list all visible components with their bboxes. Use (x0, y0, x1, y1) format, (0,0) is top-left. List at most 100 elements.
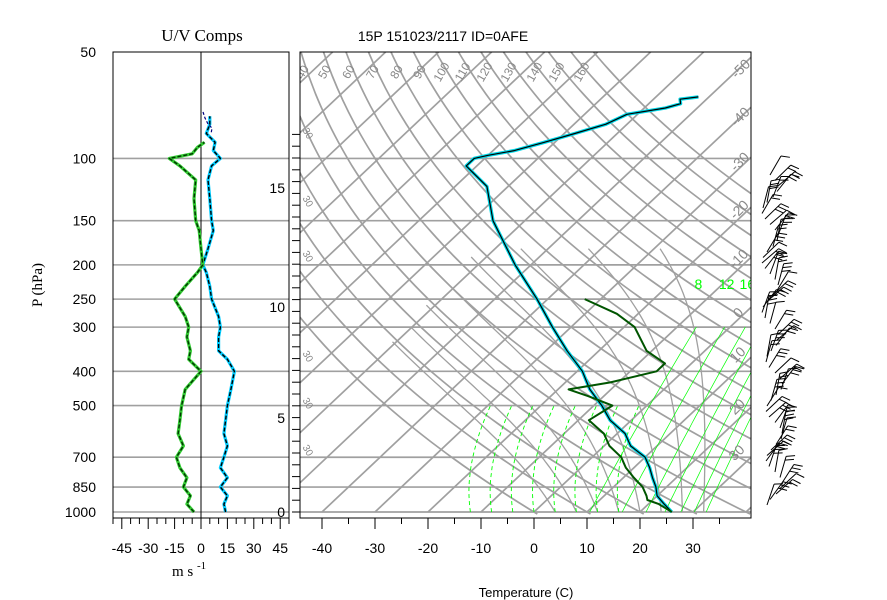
skewt-frame (299, 51, 752, 519)
wind-barb-feather (771, 197, 781, 200)
mixing-ratio-label: 8 (694, 276, 702, 292)
u-component-line (202, 116, 236, 513)
wind-barb (776, 271, 798, 291)
wind-barb-feather (777, 291, 786, 297)
wind-barb-feather (787, 425, 797, 429)
height-tick-label: 5 (277, 410, 285, 426)
wind-barb-feather (792, 479, 801, 485)
isotherm (799, 52, 887, 512)
wind-barb-feather (774, 385, 784, 388)
mixing-ratio-line (664, 345, 751, 513)
wind-barb-staff (766, 232, 779, 253)
dry-adiabat (300, 170, 698, 515)
dry-adiabat-label: 160 (570, 60, 592, 85)
uv-pressure-tick-label: 100 (73, 150, 97, 166)
uv-panel-title: U/V Comps (161, 26, 242, 45)
wind-barb-feather (773, 256, 783, 261)
height-tick-label: 15 (269, 180, 285, 196)
wind-barb-feather (768, 185, 778, 188)
parcel-guide-line (468, 405, 491, 513)
wind-barb-feather (780, 155, 790, 158)
dry-adiabat (300, 315, 538, 515)
wind-barb-feather (777, 227, 787, 230)
uv-x-tick-label: -30 (138, 540, 158, 556)
wind-barb (772, 223, 788, 247)
isotherm (533, 306, 751, 513)
uv-panel: U/V Comps P (hPa) m s -1 501001502002503… (30, 26, 290, 580)
wind-barb (779, 473, 805, 489)
isotherm (300, 52, 493, 234)
wind-barb-staff (774, 309, 787, 330)
dry-adiabat (480, 52, 751, 302)
wind-barb (765, 339, 781, 363)
wind-barb-feather (795, 473, 805, 478)
wind-barb-feather (775, 300, 785, 303)
skewt-x-tick-label: 10 (579, 540, 595, 556)
wind-barb-feather (776, 445, 786, 450)
skewt-x-axis-label: Temperature (C) (479, 585, 574, 600)
dry-adiabat (547, 52, 751, 237)
wind-barb-feather (784, 313, 794, 316)
wind-barb-feather (787, 167, 797, 173)
wind-barb-feather (778, 232, 788, 236)
wind-barb-staff (774, 450, 780, 473)
wind-barb-feather (767, 301, 777, 305)
uv-x-tick-label: 0 (197, 540, 205, 556)
moist-adiabat-label: 30 (300, 349, 315, 365)
uv-pressure-tick-label: 50 (80, 44, 96, 60)
wind-barb-staff (779, 456, 787, 478)
wind-barb-staff (769, 253, 779, 275)
dry-adiabat (592, 52, 751, 195)
wind-barb-feather (778, 442, 788, 447)
wind-barb-feather (783, 440, 792, 446)
wind-barb-staff (775, 425, 789, 445)
wind-barb (781, 463, 803, 484)
saturated-adiabat (410, 326, 577, 513)
wind-barb (766, 232, 788, 253)
wind-barb-feather (775, 381, 785, 384)
wind-barb-feather (786, 309, 796, 313)
dry-adiabat-label: 150 (545, 60, 567, 85)
skewt-x-tick-label: -20 (418, 540, 438, 556)
wind-barb (779, 455, 796, 478)
wind-barb (774, 212, 798, 231)
uv-series (167, 111, 236, 514)
wind-barb-feather (785, 428, 795, 432)
skewt-x-tick-label: -10 (471, 540, 491, 556)
parcel-guide-line (616, 405, 640, 513)
dry-adiabat (300, 114, 751, 515)
wind-barb-staff (774, 257, 780, 280)
moist-adiabat-label: 30 (300, 126, 315, 142)
uv-pressure-tick-label: 700 (73, 449, 97, 465)
wind-barb-feather (784, 283, 794, 288)
skewt-panel: 15P 151023/2117 ID=0AFE Temperature (C) … (269, 28, 887, 600)
wind-barb-feather (784, 417, 794, 421)
parcel-guide-line (574, 405, 597, 513)
skewt-x-tick-label: 0 (530, 540, 538, 556)
wind-barb-feather (780, 203, 790, 208)
isotherm (300, 52, 546, 284)
wind-barb-feather (779, 371, 789, 374)
saturated-adiabat (659, 248, 706, 513)
dry-adiabat (390, 52, 751, 393)
uv-x-tick-label: -15 (164, 540, 184, 556)
isotherm (300, 52, 599, 334)
dry-adiabat-label: 70 (363, 62, 382, 81)
isotherm (480, 256, 751, 513)
wind-barb-feather (791, 467, 801, 471)
wind-barb-staff (762, 186, 770, 209)
wind-barb-feather (780, 348, 790, 351)
wind-barb-feather (771, 339, 781, 342)
wind-barb-feather (783, 437, 793, 443)
isotherm (300, 52, 705, 434)
wind-barb-feather (776, 235, 786, 239)
wind-barb-staff (776, 173, 792, 192)
mixing-ratio-label: 16 (740, 276, 756, 292)
wind-barb-staff (776, 271, 789, 291)
wind-barb-feather (778, 487, 788, 491)
wind-barb-feather (774, 239, 784, 242)
wind-barb-feather (773, 194, 783, 197)
wind-barb-feather (788, 212, 798, 216)
wind-barb (775, 479, 801, 495)
parcel-guide-line (553, 405, 576, 513)
